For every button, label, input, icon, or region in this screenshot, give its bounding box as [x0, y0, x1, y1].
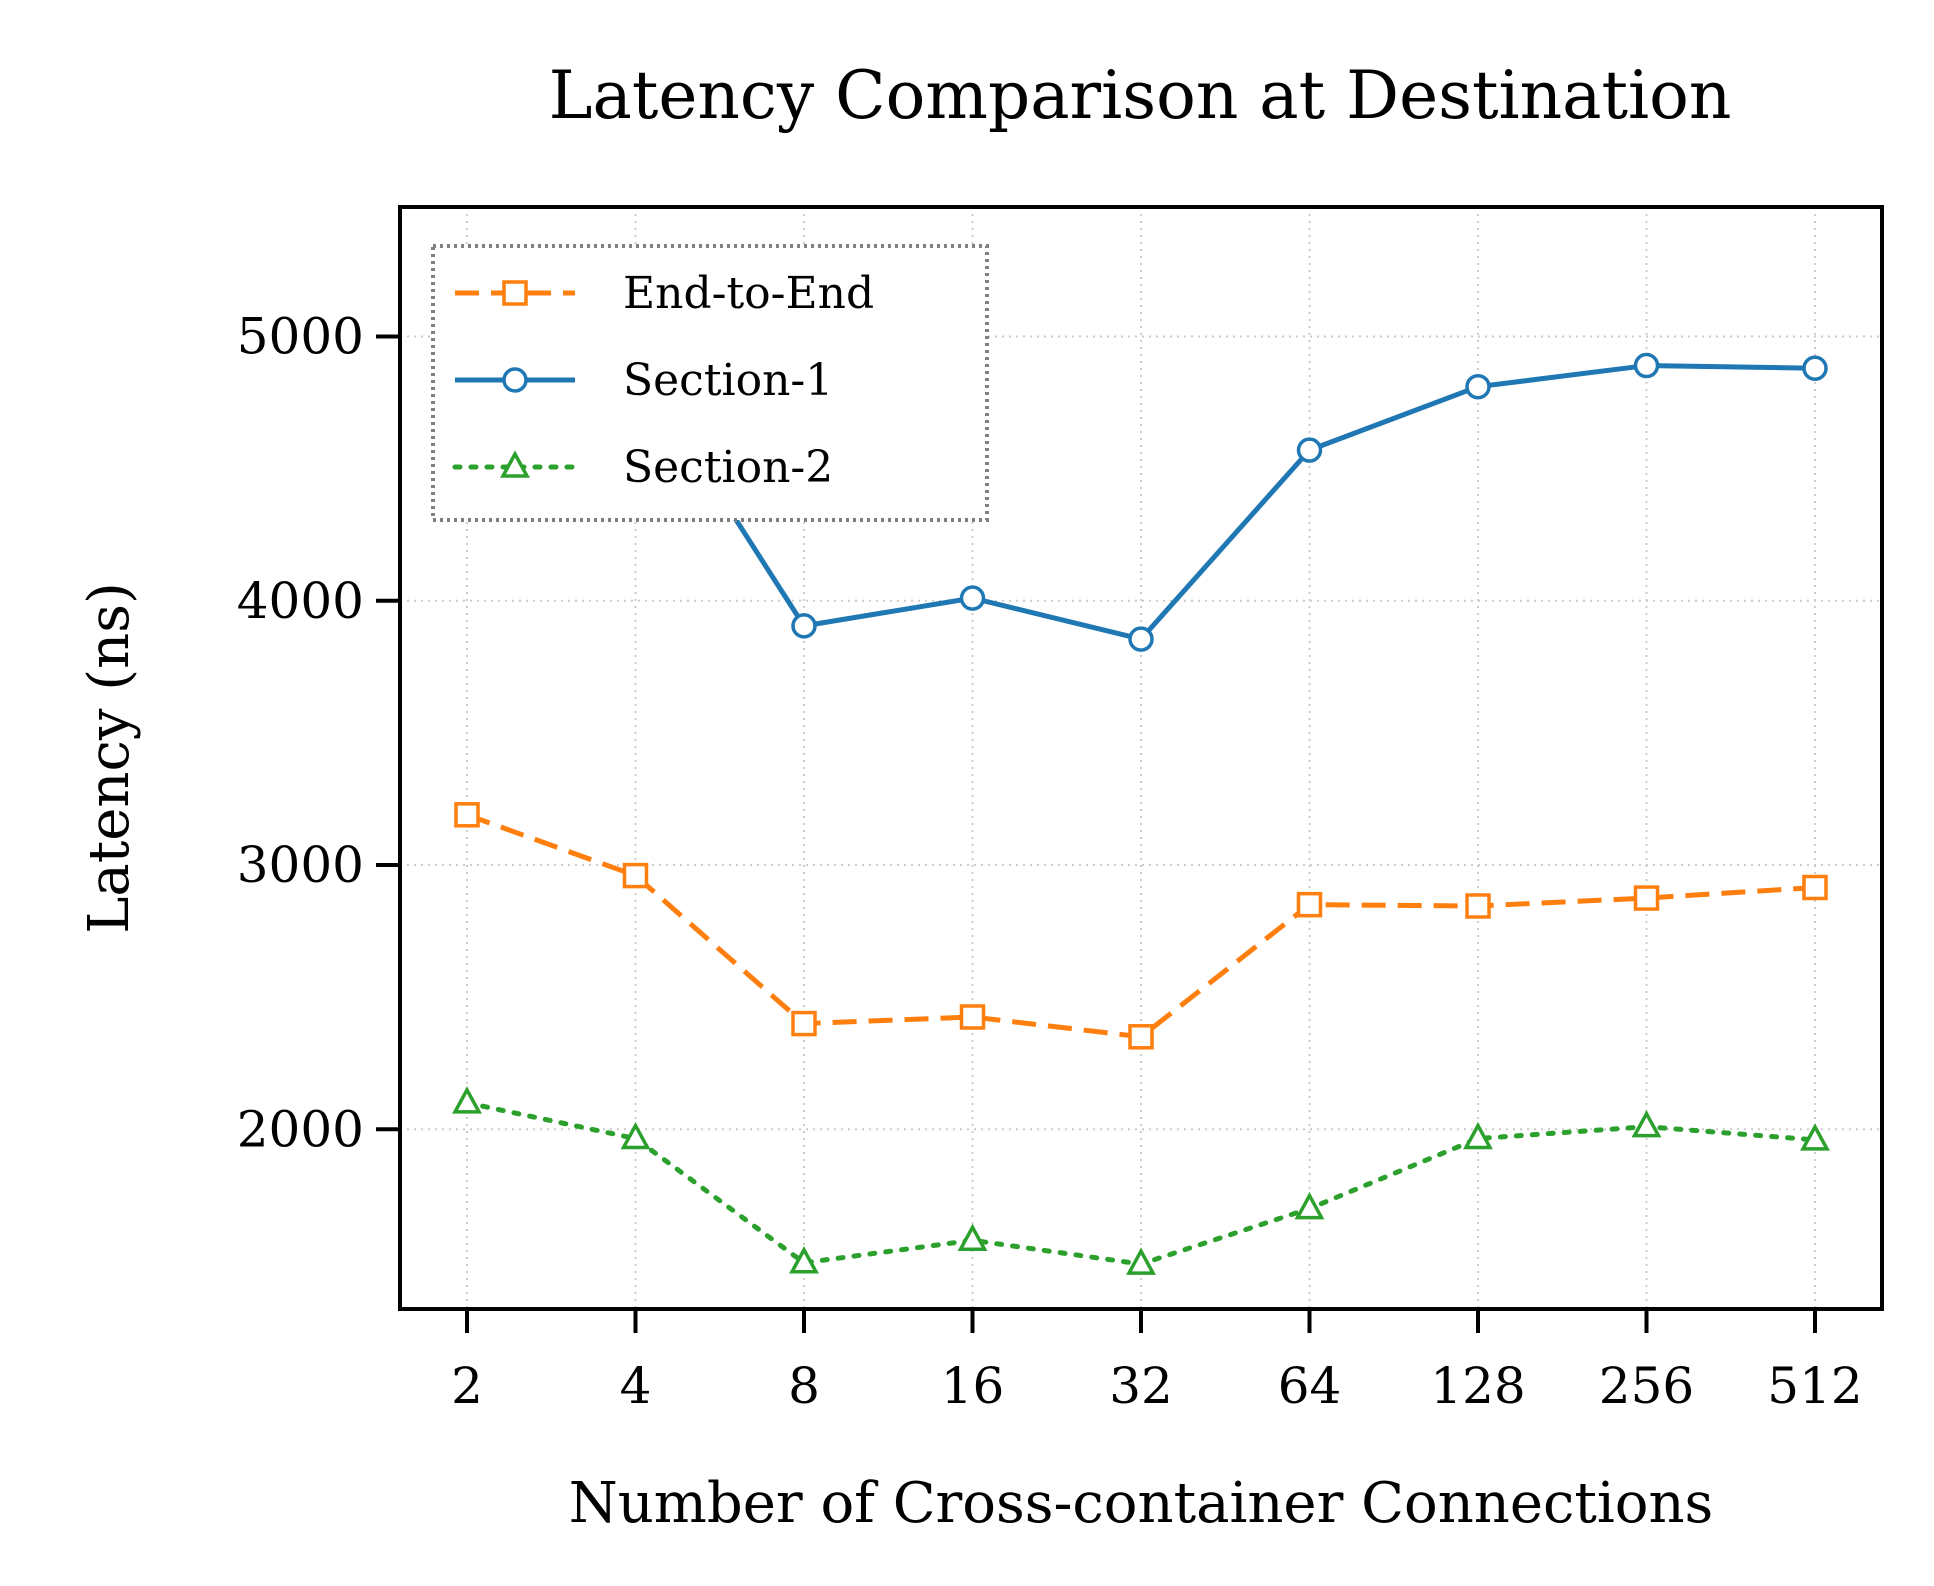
x-tick-label: 32: [1109, 1357, 1173, 1415]
chart-title: Latency Comparison at Destination: [549, 57, 1732, 134]
x-ticks: 2 4 8 16 32 64 128 256 512: [451, 1309, 1863, 1415]
data-point-square: [1465, 893, 1491, 919]
data-point-triangle: [1126, 1247, 1156, 1275]
data-point-triangle: [1294, 1191, 1325, 1220]
legend-marker-circle: [502, 367, 528, 393]
data-point-triangle: [1631, 1110, 1662, 1138]
data-point-circle: [1296, 437, 1323, 463]
legend-label: Section-2: [623, 442, 833, 493]
x-tick-label: 256: [1599, 1357, 1694, 1415]
x-tick-label: 4: [620, 1357, 652, 1415]
data-point-circle: [1128, 626, 1154, 652]
legend-marker-square: [502, 280, 528, 306]
y-tick-label: 4000: [237, 572, 364, 630]
legend-label: Section-1: [623, 355, 833, 406]
x-axis-label: Number of Cross-container Connections: [569, 1471, 1714, 1536]
data-point-circle: [1465, 373, 1491, 400]
data-point-square: [1802, 874, 1828, 901]
series-end-to-end: [454, 802, 1828, 1050]
x-tick-label: 128: [1430, 1357, 1525, 1415]
legend: End-to-End Section-1 Section-2: [431, 244, 989, 522]
data-point-triangle: [1463, 1121, 1493, 1150]
legend-marker-triangle: [500, 450, 530, 478]
legend-entries: End-to-End Section-1 Section-2: [452, 268, 874, 493]
data-point-square: [622, 862, 649, 889]
legend-label: End-to-End: [623, 268, 874, 319]
data-point-square: [1296, 891, 1323, 918]
y-tick-label: 2000: [237, 1100, 364, 1158]
data-point-square: [1633, 885, 1660, 911]
data-point-triangle: [620, 1121, 651, 1150]
x-tick-label: 16: [941, 1357, 1005, 1415]
data-point-square: [454, 802, 480, 828]
x-tick-label: 8: [788, 1357, 820, 1415]
x-tick-label: 2: [451, 1357, 483, 1415]
series-section-2: [452, 1086, 1830, 1275]
y-axis-label: Latency (ns): [77, 582, 142, 934]
y-ticks: 2000 3000 4000 5000: [237, 307, 400, 1158]
data-point-square: [1128, 1024, 1154, 1050]
y-tick-label: 5000: [237, 307, 364, 365]
x-tick-label: 512: [1767, 1357, 1862, 1415]
data-point-circle: [1802, 355, 1828, 381]
data-point-circle: [1633, 352, 1660, 379]
data-point-square: [791, 1010, 817, 1037]
data-point-triangle: [957, 1223, 988, 1252]
x-tick-label: 64: [1278, 1357, 1342, 1415]
data-point-circle: [791, 613, 817, 639]
data-point-circle: [959, 585, 986, 611]
data-point-triangle: [1800, 1123, 1830, 1151]
data-point-square: [959, 1004, 986, 1030]
data-point-triangle: [789, 1246, 819, 1274]
y-tick-label: 3000: [237, 836, 364, 894]
data-point-triangle: [452, 1086, 482, 1114]
